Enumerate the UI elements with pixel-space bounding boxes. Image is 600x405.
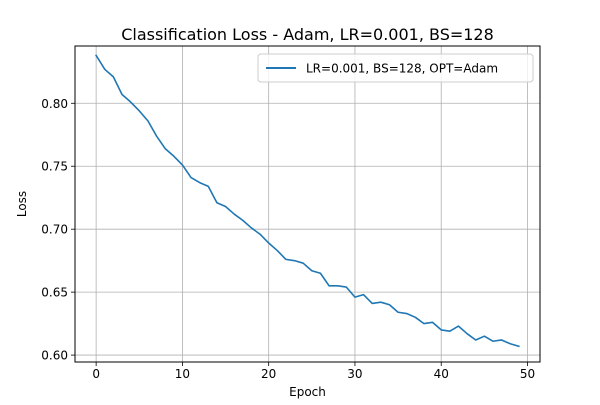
tick-layer: 0 10 20 30 40 50 0.60 0.65 0.70 0.75 0.80 [41,97,535,381]
chart-title: Classification Loss - Adam, LR=0.001, BS… [121,25,494,44]
legend-box [257,53,534,83]
legend-entry-label: LR=0.001, BS=128, OPT=Adam [306,62,498,76]
legend: LR=0.001, BS=128, OPT=Adam [257,53,534,83]
x-tick-label: 20 [261,367,276,381]
y-tick-label: 0.80 [41,97,68,111]
series-line [95,54,520,348]
x-tick-label: 0 [92,367,100,381]
y-tick-label: 0.60 [41,349,68,363]
x-tick-label: 10 [175,367,190,381]
y-tick-label: 0.75 [41,160,68,174]
y-axis-label: Loss [15,191,29,217]
plot-frame [74,45,541,363]
x-tick-label: 50 [520,367,535,381]
x-tick-label: 40 [434,367,449,381]
x-axis-label: Epoch [289,385,326,399]
grid-layer [75,46,540,362]
y-tick-label: 0.70 [41,223,68,237]
x-tick-label: 30 [347,367,362,381]
series-layer [95,54,520,348]
y-tick-label: 0.65 [41,286,68,300]
